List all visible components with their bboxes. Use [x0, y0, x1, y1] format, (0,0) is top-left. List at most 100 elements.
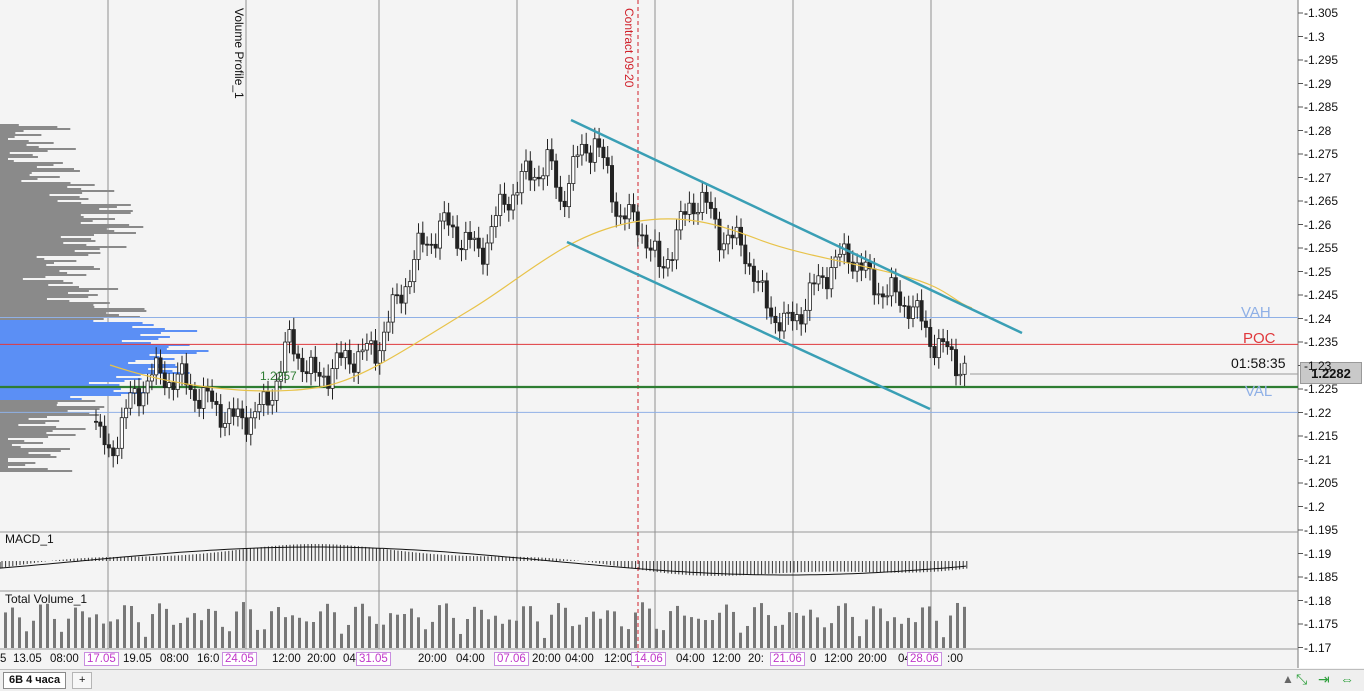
- y-axis-label: -1.195: [1304, 523, 1339, 537]
- candle-body: [549, 149, 554, 162]
- axis-background: [1298, 0, 1364, 668]
- volume-profile-bar: [0, 368, 149, 370]
- volume-profile-bar: [0, 350, 209, 352]
- candle-body: [248, 417, 253, 435]
- candle-body: [721, 243, 726, 251]
- candle-body: [794, 314, 799, 322]
- volume-bar: [886, 621, 889, 648]
- y-axis-label: -1.22: [1304, 405, 1332, 420]
- tab-6b-4h[interactable]: 6B 4 часа: [3, 672, 67, 689]
- volume-profile-bar: [0, 414, 99, 416]
- y-axis-label: -1.215: [1304, 429, 1339, 443]
- time-axis-label: 04:00: [456, 653, 485, 665]
- candle-body: [347, 350, 352, 365]
- volume-bar: [242, 602, 245, 648]
- volume-bar: [291, 615, 294, 648]
- candle-body: [941, 338, 946, 343]
- candle-body: [296, 353, 301, 359]
- scroll-arrows-icon[interactable]: ⇥: [1318, 671, 1330, 687]
- expand-icon[interactable]: ⤡: [1296, 671, 1308, 687]
- volume-bar: [480, 609, 483, 648]
- volume-profile-bar: [0, 202, 82, 204]
- candle-body: [339, 352, 344, 359]
- volume-bar: [928, 606, 931, 648]
- candle-body: [872, 268, 877, 296]
- volume-profile-bar: [0, 300, 70, 302]
- candle-body: [850, 261, 855, 272]
- volume-profile-bar: [0, 134, 42, 136]
- candle-body: [364, 343, 369, 351]
- volume-profile-bar: [0, 418, 29, 420]
- candle-body: [154, 357, 159, 376]
- candle-body: [876, 293, 881, 296]
- candle-body: [665, 259, 670, 269]
- volume-bar: [214, 610, 217, 648]
- volume-bar: [74, 607, 77, 648]
- volume-bar: [361, 603, 364, 648]
- volume-profile-bar: [0, 160, 14, 162]
- volume-bar: [648, 608, 651, 648]
- candle-body: [751, 265, 756, 282]
- candle-body: [313, 356, 318, 373]
- candle-body: [459, 247, 464, 251]
- volume-bar: [340, 633, 343, 648]
- volume-bar: [564, 607, 567, 648]
- macd-line: [0, 546, 967, 576]
- volume-profile-bar: [0, 140, 29, 142]
- volume-profile-bar: [0, 222, 81, 224]
- candle-body: [149, 374, 154, 382]
- volume-profile-bar: [0, 396, 71, 398]
- volume-profile-bar: [0, 272, 68, 274]
- candle-body: [713, 208, 718, 220]
- candle-body: [257, 404, 262, 413]
- volume-bar: [228, 631, 231, 648]
- volume-profile-bar: [0, 434, 76, 436]
- volume-bar: [459, 633, 462, 648]
- candle-body: [915, 300, 920, 308]
- volume-profile-bar: [0, 238, 92, 240]
- candle-body: [472, 237, 477, 240]
- volume-profile-bar: [0, 276, 46, 278]
- volume-profile-bar: [0, 282, 73, 284]
- volume-bar: [921, 607, 924, 648]
- candle-body: [167, 382, 172, 388]
- candle-body: [321, 375, 326, 378]
- volume-bar: [158, 603, 161, 648]
- volume-profile-bar: [0, 302, 110, 304]
- volume-profile-bar: [0, 442, 43, 444]
- volume-profile-bar: [0, 150, 48, 152]
- volume-profile-bar: [0, 296, 89, 298]
- time-axis-label: 12:00: [604, 653, 633, 665]
- candle-body: [102, 425, 107, 446]
- candle-body: [885, 295, 890, 298]
- candle-body: [567, 183, 572, 208]
- volume-bar: [32, 620, 35, 648]
- volume-bar: [179, 623, 182, 648]
- volume-bar: [543, 637, 546, 648]
- candle-body: [403, 286, 408, 304]
- volume-bar: [718, 612, 721, 648]
- volume-profile-bar: [0, 448, 70, 450]
- volume-profile-bar: [0, 292, 69, 294]
- total-volume-label: Total Volume_1: [5, 592, 88, 606]
- y-axis-label: -1.21: [1304, 452, 1332, 467]
- volume-profile-bar: [0, 130, 24, 132]
- candle-body: [674, 229, 679, 261]
- volume-bar: [39, 604, 42, 648]
- zoom-fit-icon[interactable]: ⇔: [1340, 671, 1354, 687]
- candle-body: [640, 234, 645, 237]
- y-axis-label: -1.245: [1304, 288, 1339, 302]
- y-axis-label: -1.23: [1304, 358, 1332, 373]
- scroll-left-icon[interactable]: ▲: [1282, 672, 1294, 686]
- volume-profile-bar: [0, 164, 54, 166]
- candle-body: [235, 408, 240, 417]
- add-tab-button[interactable]: +: [72, 672, 93, 689]
- candle-body: [111, 447, 116, 457]
- candle-body: [622, 215, 627, 220]
- volume-profile-bar: [0, 340, 122, 342]
- candle-body: [708, 201, 713, 209]
- candle-body: [373, 340, 378, 364]
- y-axis-label: -1.185: [1304, 570, 1339, 584]
